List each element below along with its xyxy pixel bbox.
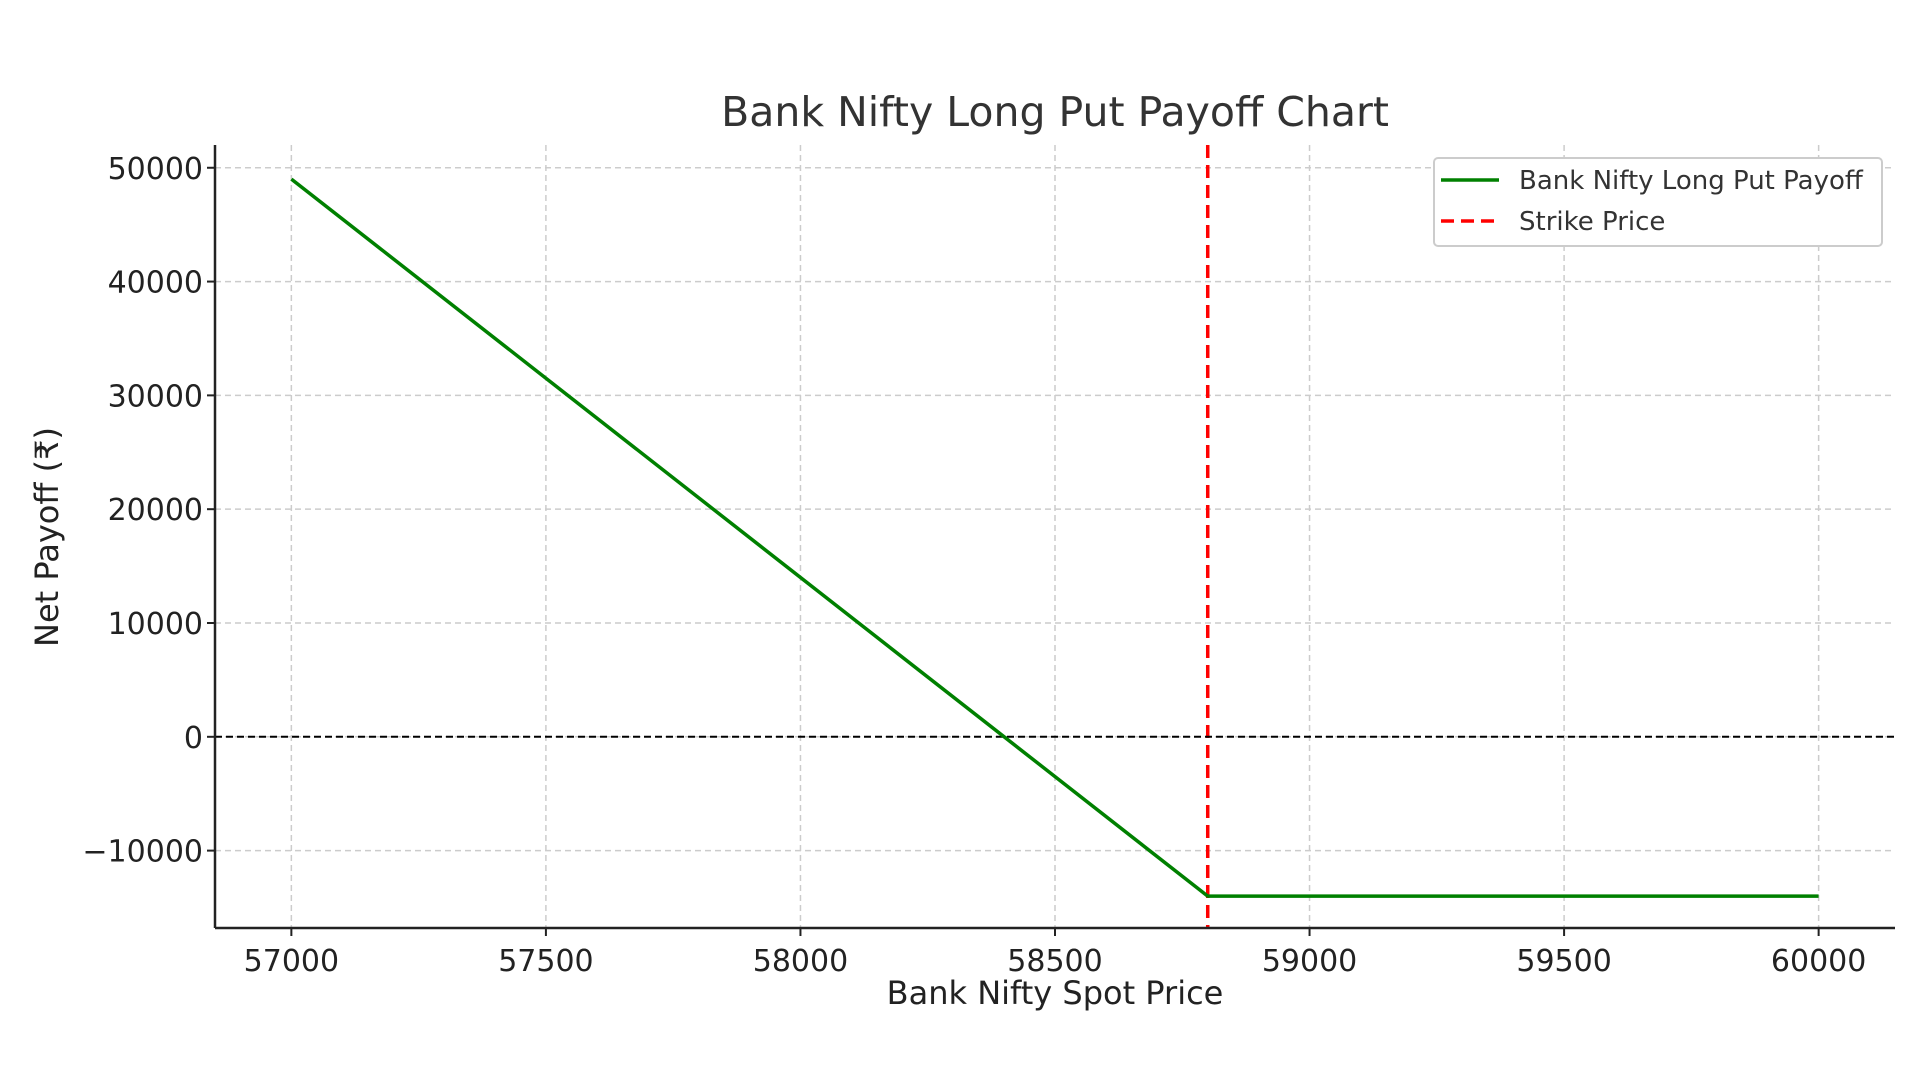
tick-labels: 57000 57500 58000 58500 59000 59500 60000 −1000… bbox=[82, 152, 1866, 979]
grid bbox=[215, 145, 1895, 928]
series-lines bbox=[290, 177, 1819, 898]
x-tick-label-4: 59000 bbox=[1262, 944, 1357, 979]
y-tick-label-3: 20000 bbox=[108, 493, 203, 528]
y-tick-label-5: 40000 bbox=[108, 266, 203, 301]
legend: Bank Nifty Long Put Payoff Strike Price bbox=[1433, 157, 1883, 247]
y-tick-label-1: 0 bbox=[184, 721, 203, 756]
x-tick-label-1: 57500 bbox=[498, 944, 593, 979]
y-tick-label-0: −10000 bbox=[82, 835, 203, 870]
chart-title: Bank Nifty Long Put Payoff Chart bbox=[721, 88, 1389, 136]
reference-lines bbox=[215, 145, 1895, 928]
payoff-series-line bbox=[290, 177, 1819, 898]
y-tick-label-2: 10000 bbox=[108, 607, 203, 642]
x-tick-label-2: 58000 bbox=[753, 944, 848, 979]
y-axis-label: Net Payoff (₹) bbox=[28, 427, 66, 647]
x-axis-label: Bank Nifty Spot Price bbox=[887, 974, 1224, 1012]
legend-box bbox=[1433, 157, 1883, 247]
y-tick-label-6: 50000 bbox=[108, 152, 203, 187]
x-tick-label-5: 59500 bbox=[1516, 944, 1611, 979]
y-tick-label-4: 30000 bbox=[108, 379, 203, 414]
legend-label-strike: Strike Price bbox=[1519, 207, 1665, 237]
x-tick-label-6: 60000 bbox=[1771, 944, 1866, 979]
axes bbox=[207, 145, 1895, 936]
legend-label-payoff: Bank Nifty Long Put Payoff bbox=[1519, 166, 1864, 196]
x-tick-label-3: 58500 bbox=[1007, 944, 1102, 979]
x-tick-label-0: 57000 bbox=[244, 944, 339, 979]
